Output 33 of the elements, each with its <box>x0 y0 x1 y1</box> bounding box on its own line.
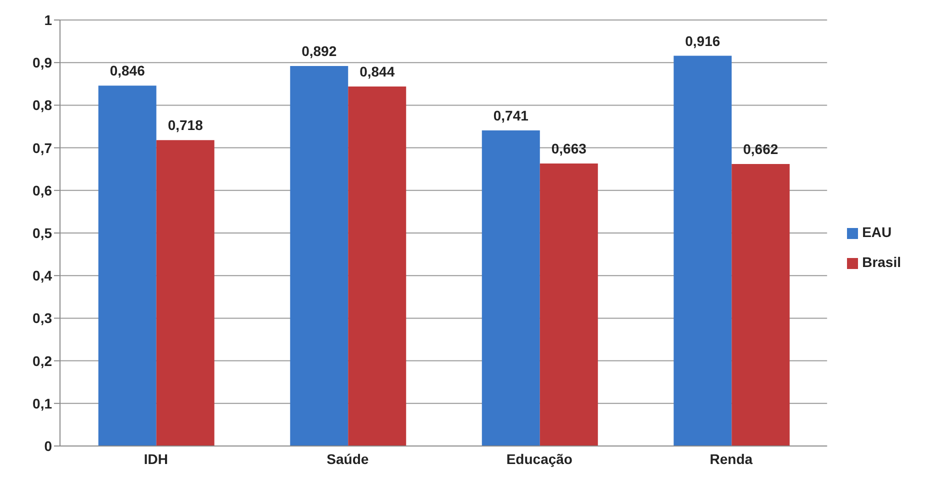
bar <box>290 66 348 446</box>
y-tick-label: 1 <box>44 12 52 28</box>
bar <box>98 86 156 446</box>
data-label: 0,916 <box>685 32 720 49</box>
y-tick-label: 0,5 <box>32 224 52 241</box>
y-tick-label: 0,1 <box>32 395 52 412</box>
x-tick-label: Saúde <box>326 450 369 467</box>
data-label: 0,741 <box>493 107 529 124</box>
x-tick-label: Renda <box>710 450 753 467</box>
data-label: 0,662 <box>743 140 778 157</box>
y-tick-label: 0,4 <box>32 268 52 284</box>
y-tick-label: 0,9 <box>32 54 52 71</box>
legend-label: Brasil <box>862 254 901 270</box>
data-label: 0,718 <box>168 117 204 134</box>
bar <box>674 56 732 446</box>
data-label: 0,846 <box>110 62 146 79</box>
data-label: 0,844 <box>360 63 395 80</box>
data-label: 0,892 <box>302 43 337 60</box>
y-tick-label: 0,7 <box>32 140 52 156</box>
x-tick-label: Educação <box>506 450 572 467</box>
data-label: 0,663 <box>551 140 587 157</box>
y-tick-label: 0,2 <box>32 352 52 369</box>
y-tick-label: 0 <box>44 438 52 454</box>
bar <box>348 86 406 446</box>
bar <box>482 130 540 446</box>
bar <box>540 164 598 446</box>
x-tick-label: IDH <box>144 450 168 467</box>
bar <box>732 164 790 446</box>
legend-label: EAU <box>862 224 892 240</box>
y-tick-label: 0,3 <box>32 310 52 326</box>
y-tick-label: 0,6 <box>32 182 52 198</box>
bar <box>156 140 214 446</box>
y-tick-label: 0,8 <box>32 97 52 114</box>
